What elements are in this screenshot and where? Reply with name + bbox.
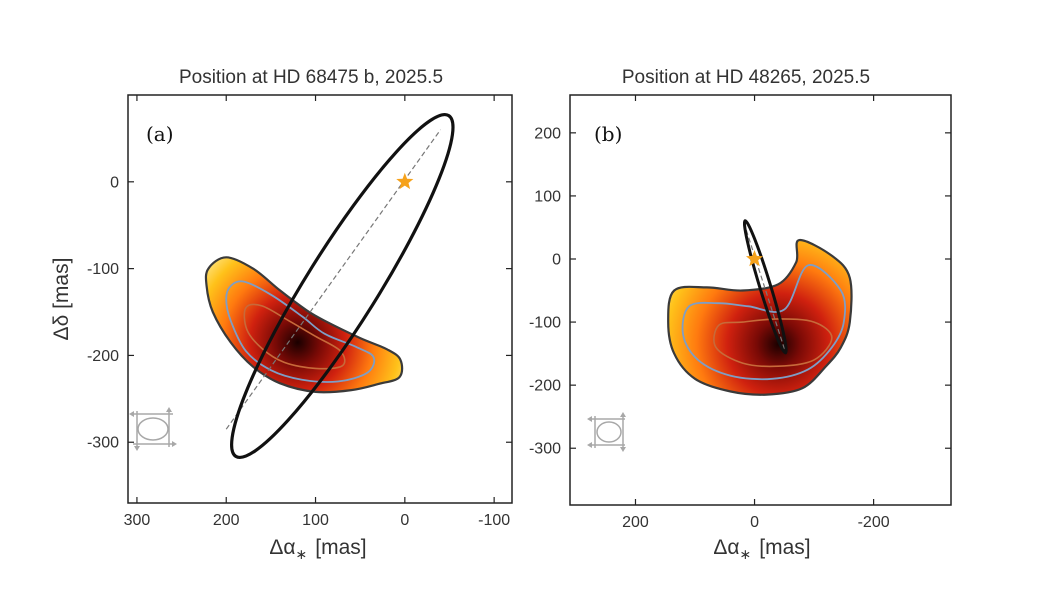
panel-b-contour-outer <box>667 238 853 396</box>
panel-b-frame <box>569 94 952 506</box>
panel-b-title: Position at HD 48265, 2025.5 <box>622 67 870 88</box>
panel-b: Position at HD 48265, 2025.5 200 0 -200200… <box>529 67 952 562</box>
x-tick-label: 300 <box>124 512 151 529</box>
panel-a-contour-inner <box>243 303 346 370</box>
panel-b-density <box>667 238 853 396</box>
y-tick-label: 100 <box>534 188 561 205</box>
panel-a-compass-icon <box>129 407 177 451</box>
panel-b-host-star-icon <box>746 250 764 267</box>
y-tick-label: 0 <box>552 252 561 269</box>
y-tick-label: 200 <box>534 125 561 142</box>
panel-b-label: (b) <box>594 122 622 146</box>
panel-a-contour-outer <box>204 256 404 394</box>
y-tick-label: -200 <box>529 378 561 395</box>
panel-a-y-axis-label: Δδ [mas] <box>50 258 73 341</box>
x-tick-label: -200 <box>858 514 890 531</box>
y-tick-label: -100 <box>87 261 119 278</box>
panel-b-line-of-nodes <box>743 222 787 353</box>
x-tick-label: 200 <box>622 514 649 531</box>
y-tick-label: -200 <box>87 348 119 365</box>
x-tick-label: 0 <box>750 514 759 531</box>
y-tick-label: 0 <box>110 174 119 191</box>
x-tick-label: 100 <box>302 512 329 529</box>
x-tick-label: 0 <box>400 512 409 529</box>
panel-a-predicted-ellipse <box>230 112 455 460</box>
panel-a-plot-area <box>204 112 455 460</box>
panel-a-contour-mid <box>225 280 376 383</box>
y-tick-label: -100 <box>529 315 561 332</box>
panel-a-host-star-icon <box>396 172 414 190</box>
x-tick-label: -100 <box>478 512 510 529</box>
panel-a-density <box>204 256 404 394</box>
panel-b-compass-icon <box>587 412 626 452</box>
panel-b-predicted-ellipse <box>742 219 788 355</box>
panel-a-x-axis-label: Δα∗ [mas] <box>269 536 366 562</box>
panel-b-ticks: 200 0 -200 200 100 0 -100 -200 -300 <box>529 95 951 531</box>
panel-a-label: (a) <box>146 122 174 146</box>
panel-a-title: Position at HD 68475 b, 2025.5 <box>179 67 443 88</box>
panel-b-x-axis-label: Δα∗ [mas] <box>713 536 810 562</box>
y-tick-label: -300 <box>529 441 561 458</box>
panel-a-ticks: 300 200 100 0 -100 0 -100 -200 -300 <box>87 95 512 529</box>
panel-b-contour-mid <box>681 264 847 381</box>
panel-a-density-fill <box>205 257 403 393</box>
panel-b-density-fill <box>668 240 852 395</box>
panel-b-plot-area <box>667 219 853 396</box>
y-tick-label: -300 <box>87 435 119 452</box>
panel-b-contour-inner <box>713 318 833 368</box>
panel-a: Position at HD 68475 b, 2025.5 300 200 100… <box>50 67 513 562</box>
x-tick-label: 200 <box>213 512 240 529</box>
panel-a-frame <box>127 94 513 504</box>
